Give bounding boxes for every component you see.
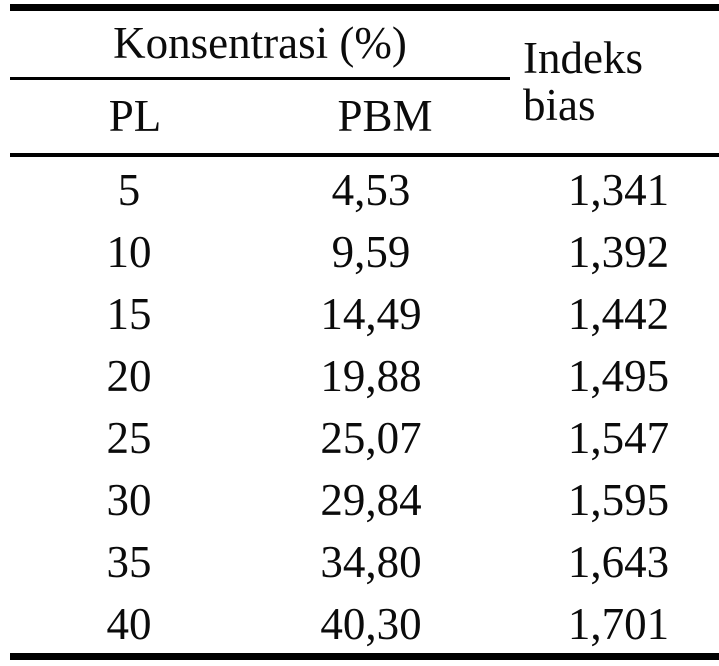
cell-pl: 35 xyxy=(106,537,152,588)
table-body: 5 4,53 1,341 10 9,59 1,392 15 14,49 1,44… xyxy=(10,155,719,657)
table-row: 15 14,49 1,442 xyxy=(10,281,719,343)
cell-pbm: 19,88 xyxy=(320,351,422,402)
cell-indeks-bias: 1,547 xyxy=(567,413,670,464)
header-indeks-bias: Indeks bias xyxy=(510,7,719,157)
cell-pl: 5 xyxy=(117,165,141,216)
cell-indeks-bias: 1,442 xyxy=(567,289,670,340)
cell-pbm: 40,30 xyxy=(320,599,422,650)
header-indeks-line1: Indeks xyxy=(523,33,643,84)
table-row: 25 25,07 1,547 xyxy=(10,405,719,467)
cell-pbm: 4,53 xyxy=(331,165,411,216)
table-row: 10 9,59 1,392 xyxy=(10,219,719,281)
cell-pl: 25 xyxy=(106,413,152,464)
group-header-konsentrasi: Konsentrasi (%) xyxy=(10,7,511,80)
cell-pl: 10 xyxy=(106,227,152,278)
cell-pbm: 14,49 xyxy=(320,289,422,340)
cell-indeks-bias: 1,495 xyxy=(567,351,670,402)
table-row: 20 19,88 1,495 xyxy=(10,343,719,405)
cell-pbm: 25,07 xyxy=(320,413,422,464)
table-row: 30 29,84 1,595 xyxy=(10,467,719,529)
cell-pl: 15 xyxy=(106,289,152,340)
table-row: 40 40,30 1,701 xyxy=(10,591,719,657)
table-header: Konsentrasi (%) Indeks bias PL PBM xyxy=(10,7,719,157)
cell-indeks-bias: 1,341 xyxy=(567,165,670,216)
cell-pl: 40 xyxy=(106,599,152,650)
refractive-index-table: Konsentrasi (%) Indeks bias PL PBM 5 4,5… xyxy=(10,4,719,660)
paper-table-region: Konsentrasi (%) Indeks bias PL PBM 5 4,5… xyxy=(10,4,719,660)
cell-indeks-bias: 1,643 xyxy=(567,537,670,588)
table-row: 35 34,80 1,643 xyxy=(10,529,719,591)
cell-pbm: 9,59 xyxy=(331,227,411,278)
cell-indeks-bias: 1,595 xyxy=(567,475,670,526)
cell-pbm: 34,80 xyxy=(320,537,422,588)
cell-pbm: 29,84 xyxy=(320,475,422,526)
header-indeks-line2: bias xyxy=(523,80,596,130)
table-row: 5 4,53 1,341 xyxy=(10,155,719,219)
sub-header-row: PL PBM xyxy=(10,78,719,157)
header-pbm: PBM xyxy=(260,78,511,157)
cell-pl: 20 xyxy=(106,351,152,402)
group-header-row: Konsentrasi (%) Indeks bias xyxy=(10,7,719,157)
cell-indeks-bias: 1,392 xyxy=(567,227,670,278)
cell-indeks-bias: 1,701 xyxy=(567,599,670,650)
header-pl: PL xyxy=(10,78,260,157)
cell-pl: 30 xyxy=(106,475,152,526)
